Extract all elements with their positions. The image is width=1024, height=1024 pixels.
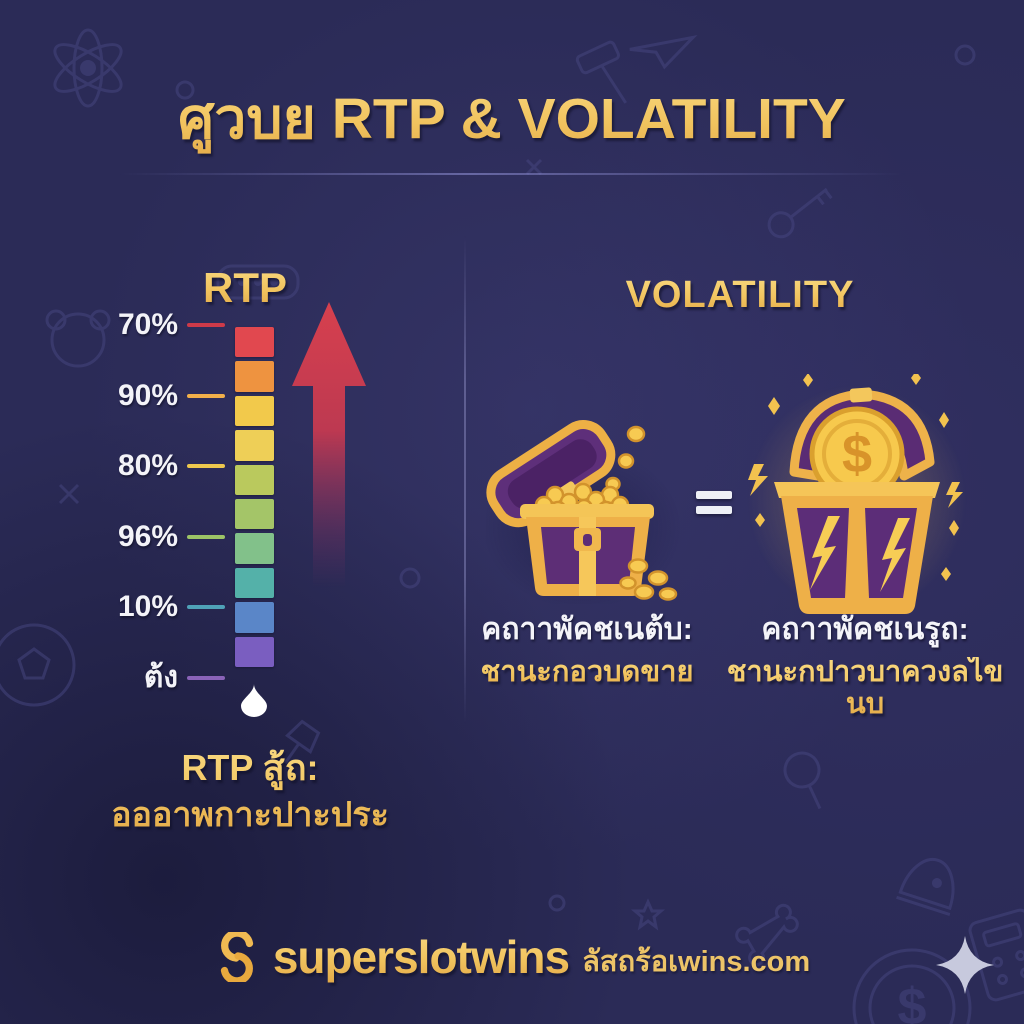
teddy-bear-icon: [45, 309, 111, 368]
page-title: ศูวบย RTP & VOLATILITY: [0, 74, 1024, 164]
rtp-caption: RTP สู้ถ: อออาพกาะปาะประ: [80, 744, 420, 838]
tick-label: 90%: [117, 378, 178, 412]
treasure-chest-jackpot-icon: $: [747, 374, 967, 616]
tick-line: [187, 534, 225, 539]
tick-label: 80%: [117, 449, 178, 483]
bell-icon: [896, 857, 955, 917]
treasure-chest-open-icon: [486, 420, 680, 604]
rtp-caption-line2: อออาพกาะปาะประ: [111, 795, 389, 834]
scale-block: [235, 361, 274, 392]
superslotwins-logo: [220, 932, 253, 982]
droplet-icon: [241, 684, 267, 717]
title-divider: [118, 173, 906, 175]
rtp-heading: RTP: [150, 264, 340, 312]
tick-line: [187, 393, 225, 398]
key-icon: [767, 187, 833, 239]
soccer-ball-icon: [0, 623, 76, 707]
brand-domain: ลัสถร้อเwins.com: [582, 946, 811, 978]
high-volatility-subtitle: ชานะกปาวบาควงลไขนบ: [712, 656, 1018, 721]
rtp-scale: [235, 327, 274, 667]
star-icon: [630, 898, 666, 931]
scale-block: [235, 395, 274, 427]
tick-line: [187, 605, 225, 610]
low-volatility-subtitle: ชานะกอวบดขาย: [458, 656, 716, 689]
scale-block: [235, 430, 274, 461]
low-volatility-caption: คถาาพัคชเนต้บ: ชานะกอวบดขาย: [458, 613, 716, 689]
low-volatility-title: คถาาพัคชเนต้บ:: [481, 613, 693, 646]
paper-plane-icon: [629, 34, 698, 70]
dot-icon: [954, 44, 976, 66]
brand-name: superslotwins: [272, 931, 570, 983]
column-divider: [464, 236, 466, 724]
high-volatility-caption: คถาาพัคชเนรูถ: ชานะกปาวบาควงลไขนบ: [712, 613, 1018, 721]
svg-text:$: $: [898, 978, 927, 1024]
dot-icon: [399, 567, 421, 589]
volatility-heading: VOLATILITY: [590, 274, 890, 317]
tick-label: 10%: [117, 590, 178, 624]
scale-block: [235, 327, 274, 358]
scale-block: [235, 498, 274, 530]
sparkle-icon: [936, 936, 994, 994]
magnifier-icon: [783, 751, 822, 810]
scale-block: [235, 464, 274, 495]
tick-line: [187, 676, 225, 680]
tick-label: 96%: [117, 519, 178, 553]
tick-line: [187, 464, 225, 469]
footer: superslotwins ลัสถร้อเwins.com: [0, 930, 1024, 984]
dot-icon: [548, 894, 566, 912]
rtp-caption-line1: RTP สู้ถ:: [181, 747, 319, 788]
scale-block: [235, 602, 274, 633]
tick-line: [187, 323, 225, 327]
scale-block: [235, 636, 274, 667]
equals-icon: [696, 491, 732, 514]
dollar-symbol: $: [842, 424, 872, 484]
scale-block: [235, 567, 274, 599]
up-arrow-icon: [292, 302, 366, 588]
tick-label: ต้ง: [143, 661, 178, 694]
high-volatility-title: คถาาพัคชเนรูถ:: [761, 613, 969, 646]
scale-block: [235, 533, 274, 564]
cross-icon: [58, 483, 80, 505]
